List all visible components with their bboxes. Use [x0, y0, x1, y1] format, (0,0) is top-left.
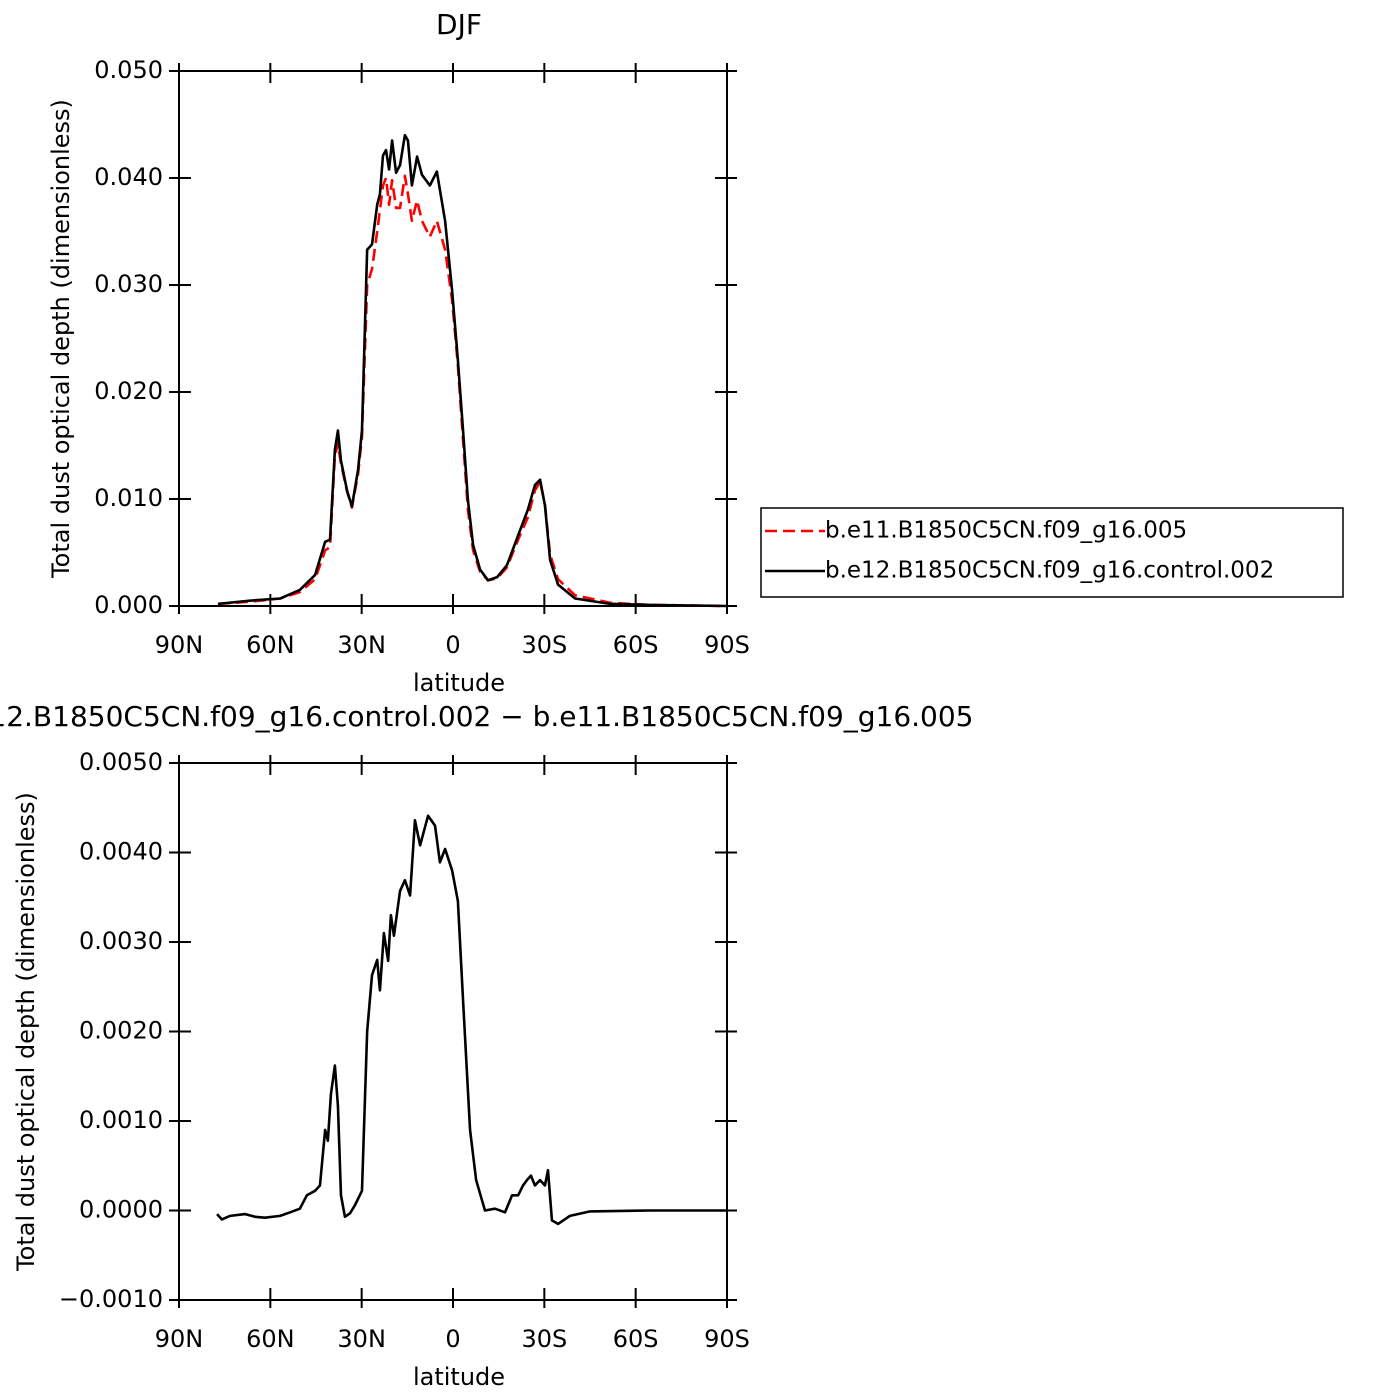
chart-title: DJF [436, 8, 482, 41]
y-tick-label: 0.010 [94, 484, 163, 512]
legend-label: b.e12.B1850C5CN.f09_g16.control.002 [825, 558, 1274, 584]
x-tick-label: 30S [521, 1325, 567, 1353]
y-axis-label: Total dust optical depth (dimensionless) [12, 792, 40, 1272]
y-axis-label: Total dust optical depth (dimensionless) [47, 99, 75, 579]
x-tick-label: 30N [337, 631, 386, 659]
y-tick-label: 0.020 [94, 377, 163, 405]
legend-label: b.e11.B1850C5CN.f09_g16.005 [825, 518, 1187, 544]
plot-frame [178, 762, 728, 1301]
x-tick-label: 60N [246, 631, 295, 659]
y-tick-label: 0.0010 [79, 1106, 163, 1134]
x-tick-label: 0 [445, 1325, 460, 1353]
series-line [217, 133, 728, 608]
y-tick-label: 0.0000 [79, 1196, 163, 1224]
x-tick-label: 90S [704, 631, 750, 659]
x-tick-label: 60S [613, 631, 659, 659]
y-tick-label: 0.0030 [79, 927, 163, 955]
y-tick-label: 0.0040 [79, 838, 163, 866]
series-line [216, 814, 727, 1226]
x-tick-label: 90N [155, 631, 204, 659]
legend-box [760, 507, 1344, 598]
x-tick-label: 60S [613, 1325, 659, 1353]
x-axis-label: latitude [413, 669, 505, 697]
y-tick-label: 0.0050 [79, 748, 163, 776]
x-tick-label: 30S [521, 631, 567, 659]
x-tick-label: 90S [704, 1325, 750, 1353]
chart-title: b.e12.B1850C5CN.f09_g16.control.002 − b.… [0, 700, 974, 733]
x-tick-label: 30N [337, 1325, 386, 1353]
x-tick-label: 90N [155, 1325, 204, 1353]
y-tick-label: 0.050 [94, 56, 163, 84]
x-tick-label: 0 [445, 631, 460, 659]
x-tick-label: 60N [246, 1325, 295, 1353]
y-tick-label: 0.000 [94, 591, 163, 619]
y-tick-label: 0.030 [94, 270, 163, 298]
y-tick-label: 0.0020 [79, 1017, 163, 1045]
plot-frame [178, 70, 728, 607]
x-axis-label: latitude [413, 1363, 505, 1391]
y-tick-label: −0.0010 [59, 1285, 163, 1313]
y-tick-label: 0.040 [94, 163, 163, 191]
